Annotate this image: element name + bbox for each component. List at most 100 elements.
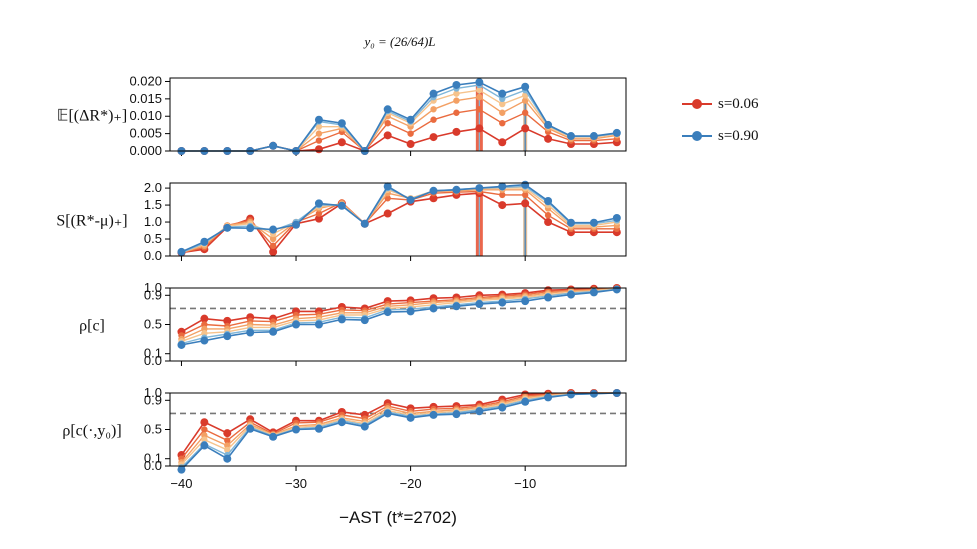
panel4-data-point — [452, 410, 461, 419]
panel3-data-point — [567, 290, 576, 299]
panel3-data-point — [544, 293, 553, 302]
panel4-data-point — [201, 436, 208, 443]
panel1-data-point — [499, 109, 506, 116]
panel1-data-point — [407, 130, 414, 137]
panel4-data-point — [589, 389, 598, 398]
panel4-data-point — [429, 410, 438, 419]
panel1-data-point — [521, 124, 530, 133]
panel1-data-point — [499, 100, 506, 108]
panel2-data-point — [521, 180, 530, 189]
panel2-data-point — [292, 220, 301, 229]
panel1-data-point — [476, 106, 483, 113]
panel4-data-point — [475, 407, 484, 416]
panel1-data-point — [384, 119, 391, 127]
panel1-data-point — [315, 130, 323, 137]
panel2-frame — [169, 182, 627, 257]
panel2-data-point — [498, 182, 507, 191]
panel4-data-point — [201, 432, 208, 439]
panel1-data-point — [476, 86, 483, 94]
panel1-data-point — [429, 89, 438, 98]
panel1-data-point — [544, 120, 553, 129]
panel3-data-point — [292, 320, 301, 329]
panel3-ytick-label: 1.0 — [144, 280, 162, 295]
panel2-ytick-label: 0.5 — [144, 231, 162, 246]
panel4-data-point — [544, 393, 553, 402]
panel3-data-point — [612, 285, 621, 294]
panel1-ytick-label: 0.005 — [129, 126, 162, 141]
panel4-data-point — [246, 424, 255, 433]
panel1-data-point — [453, 90, 460, 97]
panel3-data-point — [589, 288, 598, 297]
panel2-data-point — [544, 218, 553, 227]
legend-swatch-s006 — [680, 97, 714, 111]
panel3-series-line — [181, 287, 617, 337]
panel3-ylabel: ρ[c] — [79, 318, 105, 335]
panel1-data-point — [337, 138, 346, 147]
panel1-data-point — [589, 132, 598, 141]
panel1-data-point — [315, 137, 323, 144]
xtick-label: −30 — [285, 476, 307, 491]
panel3-ytick-label: 0.5 — [144, 317, 162, 332]
panel4-ylabel: ρ[c(·,y₀)] — [62, 423, 121, 440]
xtick-label: −40 — [170, 476, 192, 491]
panel1-data-point — [475, 78, 484, 87]
panel2-data-point — [383, 209, 392, 218]
panel4-data-point — [223, 454, 232, 463]
panel1-ytick-label: 0.010 — [129, 108, 162, 123]
panel2-data-point — [246, 224, 255, 233]
panel1-data-point — [521, 82, 530, 91]
panel3-data-point — [200, 314, 209, 323]
panel4-data-point — [337, 418, 346, 427]
panel4-data-point — [224, 446, 231, 454]
panel1-data-point — [521, 109, 529, 116]
panel2-data-point — [383, 182, 392, 191]
panel2-data-point — [544, 196, 553, 205]
panel2-data-point — [499, 191, 506, 199]
panel2-ytick-label: 1.0 — [144, 214, 162, 229]
panel3-data-point — [269, 327, 278, 336]
panel4-ytick-label: 1.0 — [144, 385, 162, 400]
panel4-data-point — [224, 442, 231, 449]
panel3-ytick-label: 0.0 — [144, 353, 162, 368]
panel4-data-point — [521, 397, 530, 406]
legend-label-s090: s=0.90 — [718, 127, 759, 144]
panel2-data-point — [452, 185, 461, 194]
panel2-data-point — [521, 191, 529, 199]
panel2-data-point — [475, 184, 484, 193]
panel2-ytick-label: 0.0 — [144, 248, 162, 263]
x-axis-label: −AST (t*=2702) — [339, 508, 457, 527]
panel3-data-point — [223, 316, 232, 325]
panel1-data-point — [567, 132, 576, 141]
panel1-data-point — [453, 109, 460, 116]
panel1-data-point — [314, 145, 323, 154]
panel1-data-point — [269, 141, 278, 150]
panel1-data-point — [315, 123, 323, 130]
panel2-data-point — [429, 194, 438, 203]
legend-swatch-s090 — [680, 129, 714, 143]
panel3-data-point — [383, 308, 392, 317]
panel1-data-point — [452, 127, 461, 136]
legend-entry-s090: s=0.90 — [680, 120, 759, 152]
panel1-ytick-label: 0.015 — [129, 91, 162, 106]
panel2-data-point — [269, 247, 278, 256]
panel1-data-point — [499, 119, 506, 127]
panel3-series-line — [181, 288, 617, 342]
panel1-data-point — [544, 134, 553, 143]
panel1-data-point — [429, 133, 438, 142]
panel2-data-point — [223, 223, 232, 232]
panel1-data-point — [314, 115, 323, 124]
panel3-series-line — [181, 288, 617, 340]
legend-entry-s006: s=0.06 — [680, 88, 759, 120]
panel4-data-point — [177, 465, 186, 474]
panel4-data-point — [200, 418, 209, 427]
panel1-ytick-label: 0.000 — [129, 143, 162, 158]
panel3-data-point — [406, 307, 415, 316]
panel3-data-point — [337, 315, 346, 324]
panel2-data-point — [269, 225, 278, 234]
legend: s=0.06 s=0.90 — [680, 88, 759, 152]
panel1-data-point — [498, 138, 507, 147]
panel2-data-point — [200, 237, 209, 246]
panel3-data-point — [314, 320, 323, 329]
panel2-data-point — [544, 212, 552, 219]
